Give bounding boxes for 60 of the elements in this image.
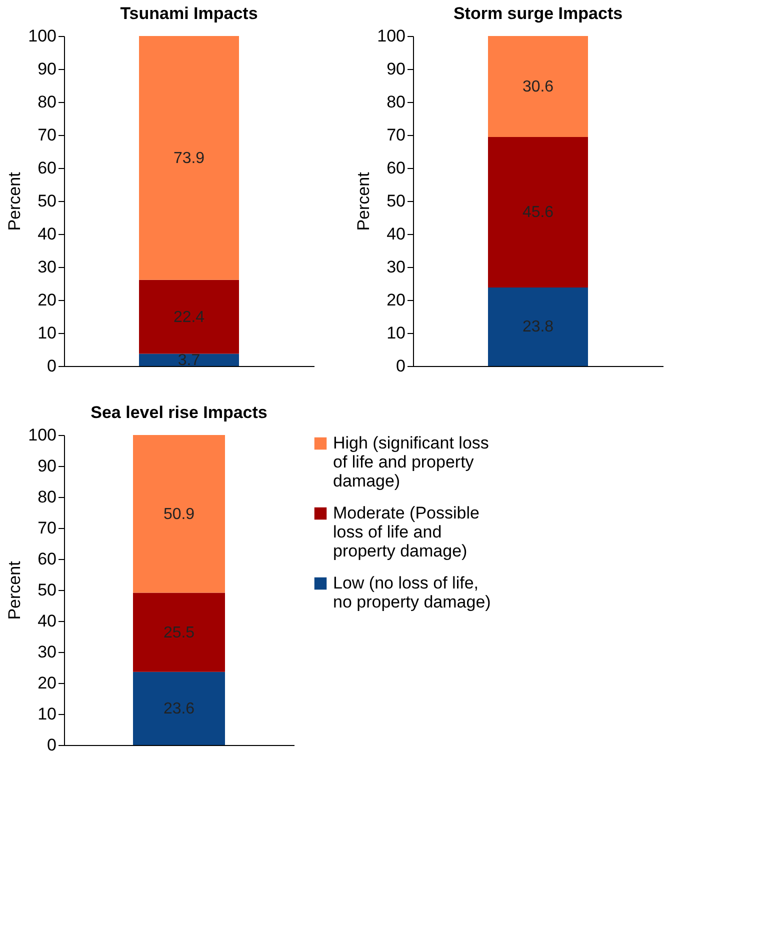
y-tick-label: 50 — [38, 192, 56, 210]
y-tick-label: 70 — [386, 126, 406, 144]
y-tick-label: 90 — [386, 60, 406, 78]
y-tick-label: 0 — [47, 356, 56, 376]
bar — [488, 136, 588, 288]
y-tick-label: 50 — [38, 580, 56, 600]
y-tick-label: 100 — [28, 26, 56, 46]
y-tick-label: 40 — [38, 612, 56, 630]
y-tick-label: 10 — [386, 324, 406, 342]
y-tick-label: 100 — [28, 426, 56, 444]
chart-title: Sea level rise Impacts — [90, 403, 268, 422]
y-tick-label: 30 — [386, 258, 406, 276]
y-tick-label: 90 — [38, 60, 56, 78]
y-tick-label: 0 — [47, 736, 56, 754]
y-tick-label: 0 — [396, 356, 406, 376]
y-tick-label: 100 — [377, 26, 406, 46]
y-tick-label: 10 — [38, 704, 56, 724]
y-axis-title: Percent — [354, 172, 374, 231]
bar — [488, 287, 588, 366]
y-tick-label: 80 — [38, 92, 56, 112]
data-label: 45.6 — [522, 204, 554, 222]
y-tick-label: 30 — [38, 258, 56, 276]
bar — [139, 354, 239, 366]
bar — [133, 435, 225, 593]
y-tick-label: 90 — [38, 456, 56, 476]
y-tick-label: 20 — [386, 290, 406, 310]
legend-label: High (significant loss of life and property damage) — [333, 434, 489, 490]
legend-label: Moderate (Possible loss of life and property damage) — [333, 504, 480, 560]
data-label: 30.6 — [522, 78, 554, 96]
data-label: 73.9 — [173, 150, 205, 167]
y-tick-label: 50 — [386, 192, 406, 210]
y-tick-label: 80 — [38, 488, 56, 506]
bar — [133, 672, 225, 745]
y-tick-label: 10 — [38, 324, 56, 342]
y-tick-label: 60 — [38, 550, 56, 568]
chart-title: Storm surge Impacts — [453, 4, 623, 23]
y-tick-label: 70 — [38, 518, 56, 538]
data-label: 50.9 — [163, 506, 195, 523]
y-tick-label: 40 — [386, 224, 406, 244]
y-tick-label: 20 — [38, 290, 56, 310]
y-tick-label: 30 — [38, 642, 56, 662]
bar — [139, 280, 239, 354]
data-label: 22.4 — [173, 308, 205, 326]
y-tick-label: 60 — [386, 158, 406, 178]
y-tick-label: 40 — [38, 224, 56, 244]
y-tick-label: 80 — [386, 92, 406, 112]
data-label: 25.5 — [163, 624, 195, 642]
y-axis-title: Percent — [5, 560, 24, 620]
bar — [133, 592, 225, 672]
data-label: 3.7 — [178, 352, 200, 369]
data-label: 23.8 — [522, 318, 554, 336]
chart-title: Tsunami Impacts — [120, 4, 258, 23]
legend-label: Low (no loss of life, no property damage) — [333, 574, 491, 612]
y-tick-label: 70 — [38, 126, 56, 144]
bar — [488, 36, 588, 137]
data-label: 23.6 — [163, 700, 195, 718]
bar — [139, 36, 239, 280]
y-tick-label: 60 — [38, 158, 56, 178]
y-tick-label: 20 — [38, 674, 56, 692]
y-axis-title: Percent — [5, 172, 24, 231]
